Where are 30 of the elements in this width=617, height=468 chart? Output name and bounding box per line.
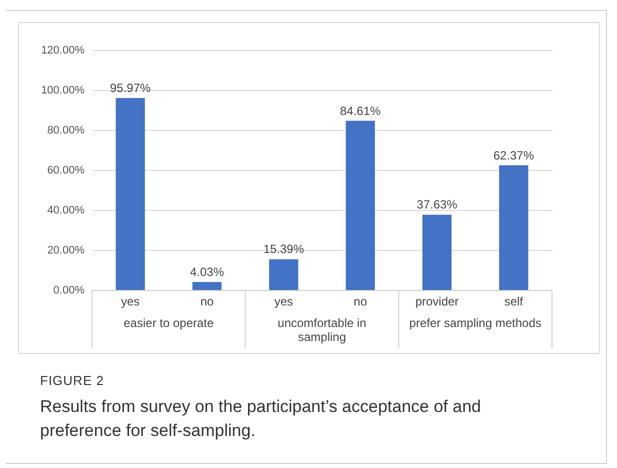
bar — [116, 98, 145, 290]
text: FIGURE 2 — [40, 373, 104, 388]
y-tick-label: 120.00% — [41, 44, 85, 56]
data-label: 4.03% — [190, 264, 224, 279]
bar — [422, 214, 452, 290]
text: prefer sampling methods — [409, 316, 542, 330]
y-tick-label: 100.00% — [41, 84, 85, 96]
bar — [269, 259, 298, 290]
x-tick-label: yes — [120, 294, 140, 308]
data-label: 84.61% — [340, 104, 382, 118]
y-tick-label: 20.00% — [47, 244, 85, 256]
y-tick-label: 40.00% — [47, 204, 85, 216]
bar — [192, 282, 222, 290]
bar — [499, 165, 528, 290]
x-tick-label: yes — [274, 294, 294, 308]
text: uncomfortable in sampling — [278, 316, 366, 344]
data-label: 37.63% — [416, 198, 458, 212]
data-label: 62.37% — [493, 148, 534, 162]
data-label: 95.97% — [110, 81, 152, 96]
text: Results from survey on the participant’s acceptance of and preference for self-sampling. — [40, 396, 482, 442]
data-label: 15.39% — [263, 242, 304, 256]
y-tick-label: 80.00% — [47, 124, 85, 136]
x-tick-label: self — [504, 294, 524, 308]
bar — [346, 120, 375, 290]
x-tick-label: no — [354, 294, 368, 308]
text: easier to operate — [124, 316, 214, 330]
x-tick-label: no — [200, 294, 214, 308]
y-tick-label: 0.00% — [53, 284, 85, 296]
y-tick-label: 60.00% — [47, 164, 85, 176]
x-tick-label: provider — [415, 294, 459, 308]
